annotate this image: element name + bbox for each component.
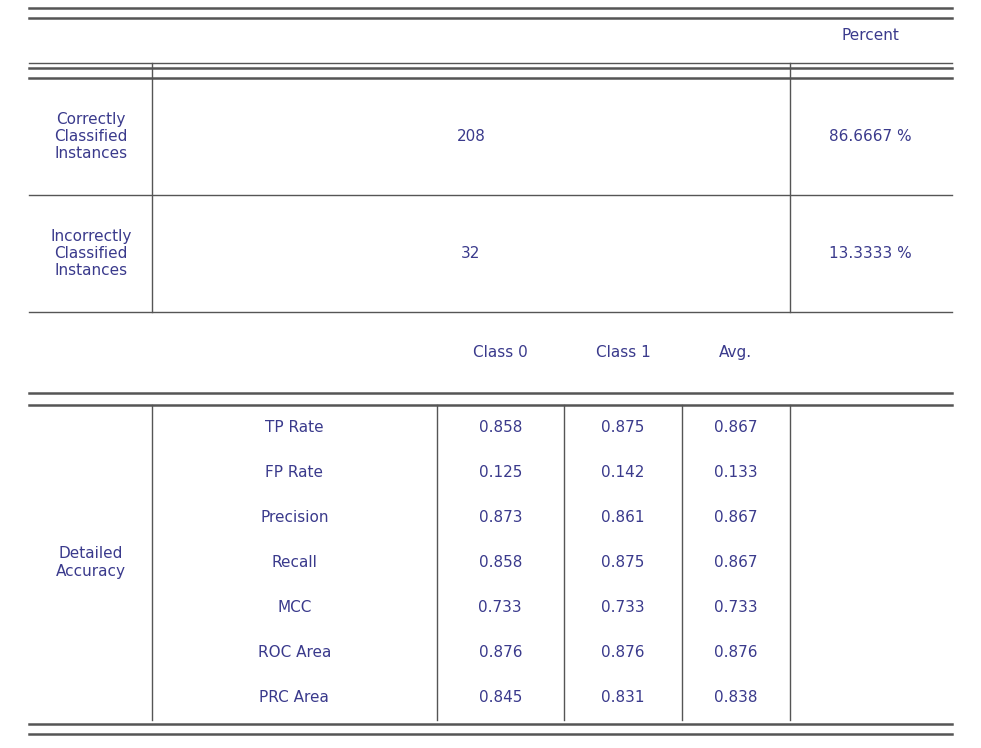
Text: Precision: Precision [260,510,329,525]
Text: 0.867: 0.867 [714,555,757,570]
Text: 0.858: 0.858 [479,555,522,570]
Text: 0.867: 0.867 [714,510,757,525]
Text: 13.3333 %: 13.3333 % [829,246,912,261]
Text: 0.876: 0.876 [479,645,522,660]
Text: 208: 208 [456,129,486,144]
Text: 0.831: 0.831 [601,690,645,705]
Text: 0.875: 0.875 [601,555,645,570]
Text: FP Rate: FP Rate [265,465,324,480]
Text: 0.733: 0.733 [601,600,645,615]
Text: Percent: Percent [842,28,900,43]
Text: Detailed
Accuracy: Detailed Accuracy [56,546,126,579]
Text: Correctly
Classified
Instances: Correctly Classified Instances [54,111,128,162]
Text: PRC Area: PRC Area [259,690,330,705]
Text: 86.6667 %: 86.6667 % [829,129,912,144]
Text: 0.133: 0.133 [714,465,757,480]
Text: 0.125: 0.125 [479,465,522,480]
Text: Avg.: Avg. [719,345,752,360]
Text: 0.861: 0.861 [601,510,645,525]
Text: 0.733: 0.733 [479,600,522,615]
Text: Incorrectly
Classified
Instances: Incorrectly Classified Instances [50,229,131,278]
Text: ROC Area: ROC Area [258,645,331,660]
Text: 0.858: 0.858 [479,420,522,435]
Text: 0.873: 0.873 [479,510,522,525]
Text: 0.867: 0.867 [714,420,757,435]
Text: 0.838: 0.838 [714,690,757,705]
Text: MCC: MCC [277,600,312,615]
Text: 0.876: 0.876 [714,645,757,660]
Text: 0.875: 0.875 [601,420,645,435]
Text: Class 0: Class 0 [473,345,528,360]
Text: 0.733: 0.733 [714,600,757,615]
Text: TP Rate: TP Rate [265,420,324,435]
Text: 0.142: 0.142 [601,465,645,480]
Text: 32: 32 [461,246,481,261]
Text: Recall: Recall [272,555,317,570]
Text: Class 1: Class 1 [595,345,650,360]
Text: 0.876: 0.876 [601,645,645,660]
Text: 0.845: 0.845 [479,690,522,705]
